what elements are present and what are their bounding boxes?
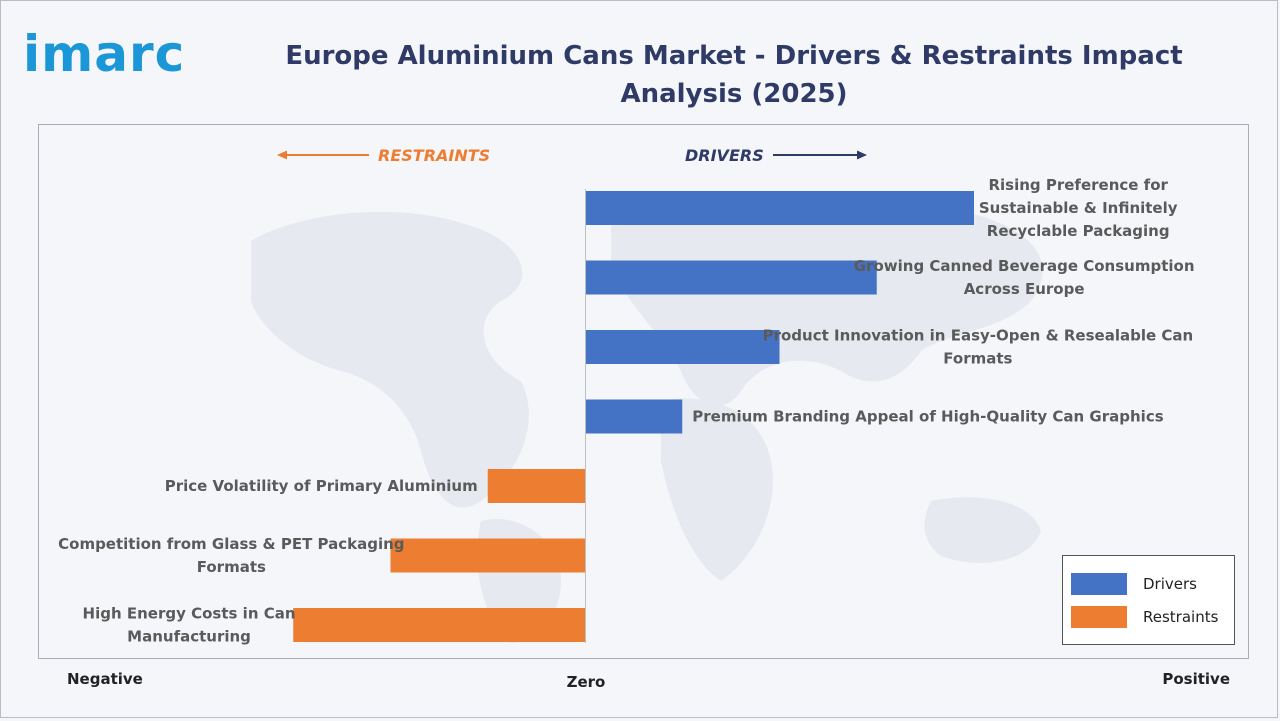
driver-bar-4 xyxy=(585,399,683,434)
bars-layer xyxy=(293,191,974,642)
driver-bar-1 xyxy=(585,191,974,225)
driver-label-1: Rising Preference for Sustainable & Infin… xyxy=(979,176,1178,240)
chart-title: Europe Aluminium Cans Market - Drivers &… xyxy=(285,41,1183,109)
negative-axis-label: Negative xyxy=(67,670,143,688)
drivers-direction: DRIVERS xyxy=(685,146,867,165)
drivers-direction-label: DRIVERS xyxy=(685,146,764,165)
restraint-label-2: Competition from Glass & PET Packaging Fo… xyxy=(58,535,404,576)
restraint-label-1: Price Volatility of Primary Aluminium xyxy=(165,477,478,495)
driver-label-3: Product Innovation in Easy-Open & Reseal… xyxy=(763,327,1194,368)
bar-labels-layer: Rising Preference for Sustainable & Infin… xyxy=(58,176,1194,646)
legend-swatch-restraints xyxy=(1071,606,1127,628)
driver-label-2: Growing Canned Beverage Consumption Acros… xyxy=(854,257,1195,298)
positive-axis-label: Positive xyxy=(1162,670,1230,688)
drivers-arrow-head xyxy=(857,150,867,160)
restraint-bar-2 xyxy=(390,538,585,573)
legend-label-restraints: Restraints xyxy=(1143,608,1219,626)
legend-swatch-drivers xyxy=(1071,573,1127,595)
restraint-bar-1 xyxy=(487,469,585,503)
restraint-label-3: High Energy Costs in Can Manufacturing xyxy=(83,605,296,646)
zero-axis-label: Zero xyxy=(567,673,606,691)
imarc-logo: imarc xyxy=(23,25,186,83)
restraints-direction-label: RESTRAINTS xyxy=(378,146,490,165)
legend: Drivers Restraints xyxy=(1062,555,1235,645)
restraints-direction: RESTRAINTS xyxy=(277,146,490,165)
restraint-bar-3 xyxy=(293,608,585,642)
driver-bar-3 xyxy=(585,330,780,364)
restraints-arrow-head xyxy=(277,150,287,160)
driver-bar-2 xyxy=(585,260,877,295)
driver-label-4: Premium Branding Appeal of High-Quality … xyxy=(692,408,1163,426)
legend-label-drivers: Drivers xyxy=(1143,575,1197,593)
